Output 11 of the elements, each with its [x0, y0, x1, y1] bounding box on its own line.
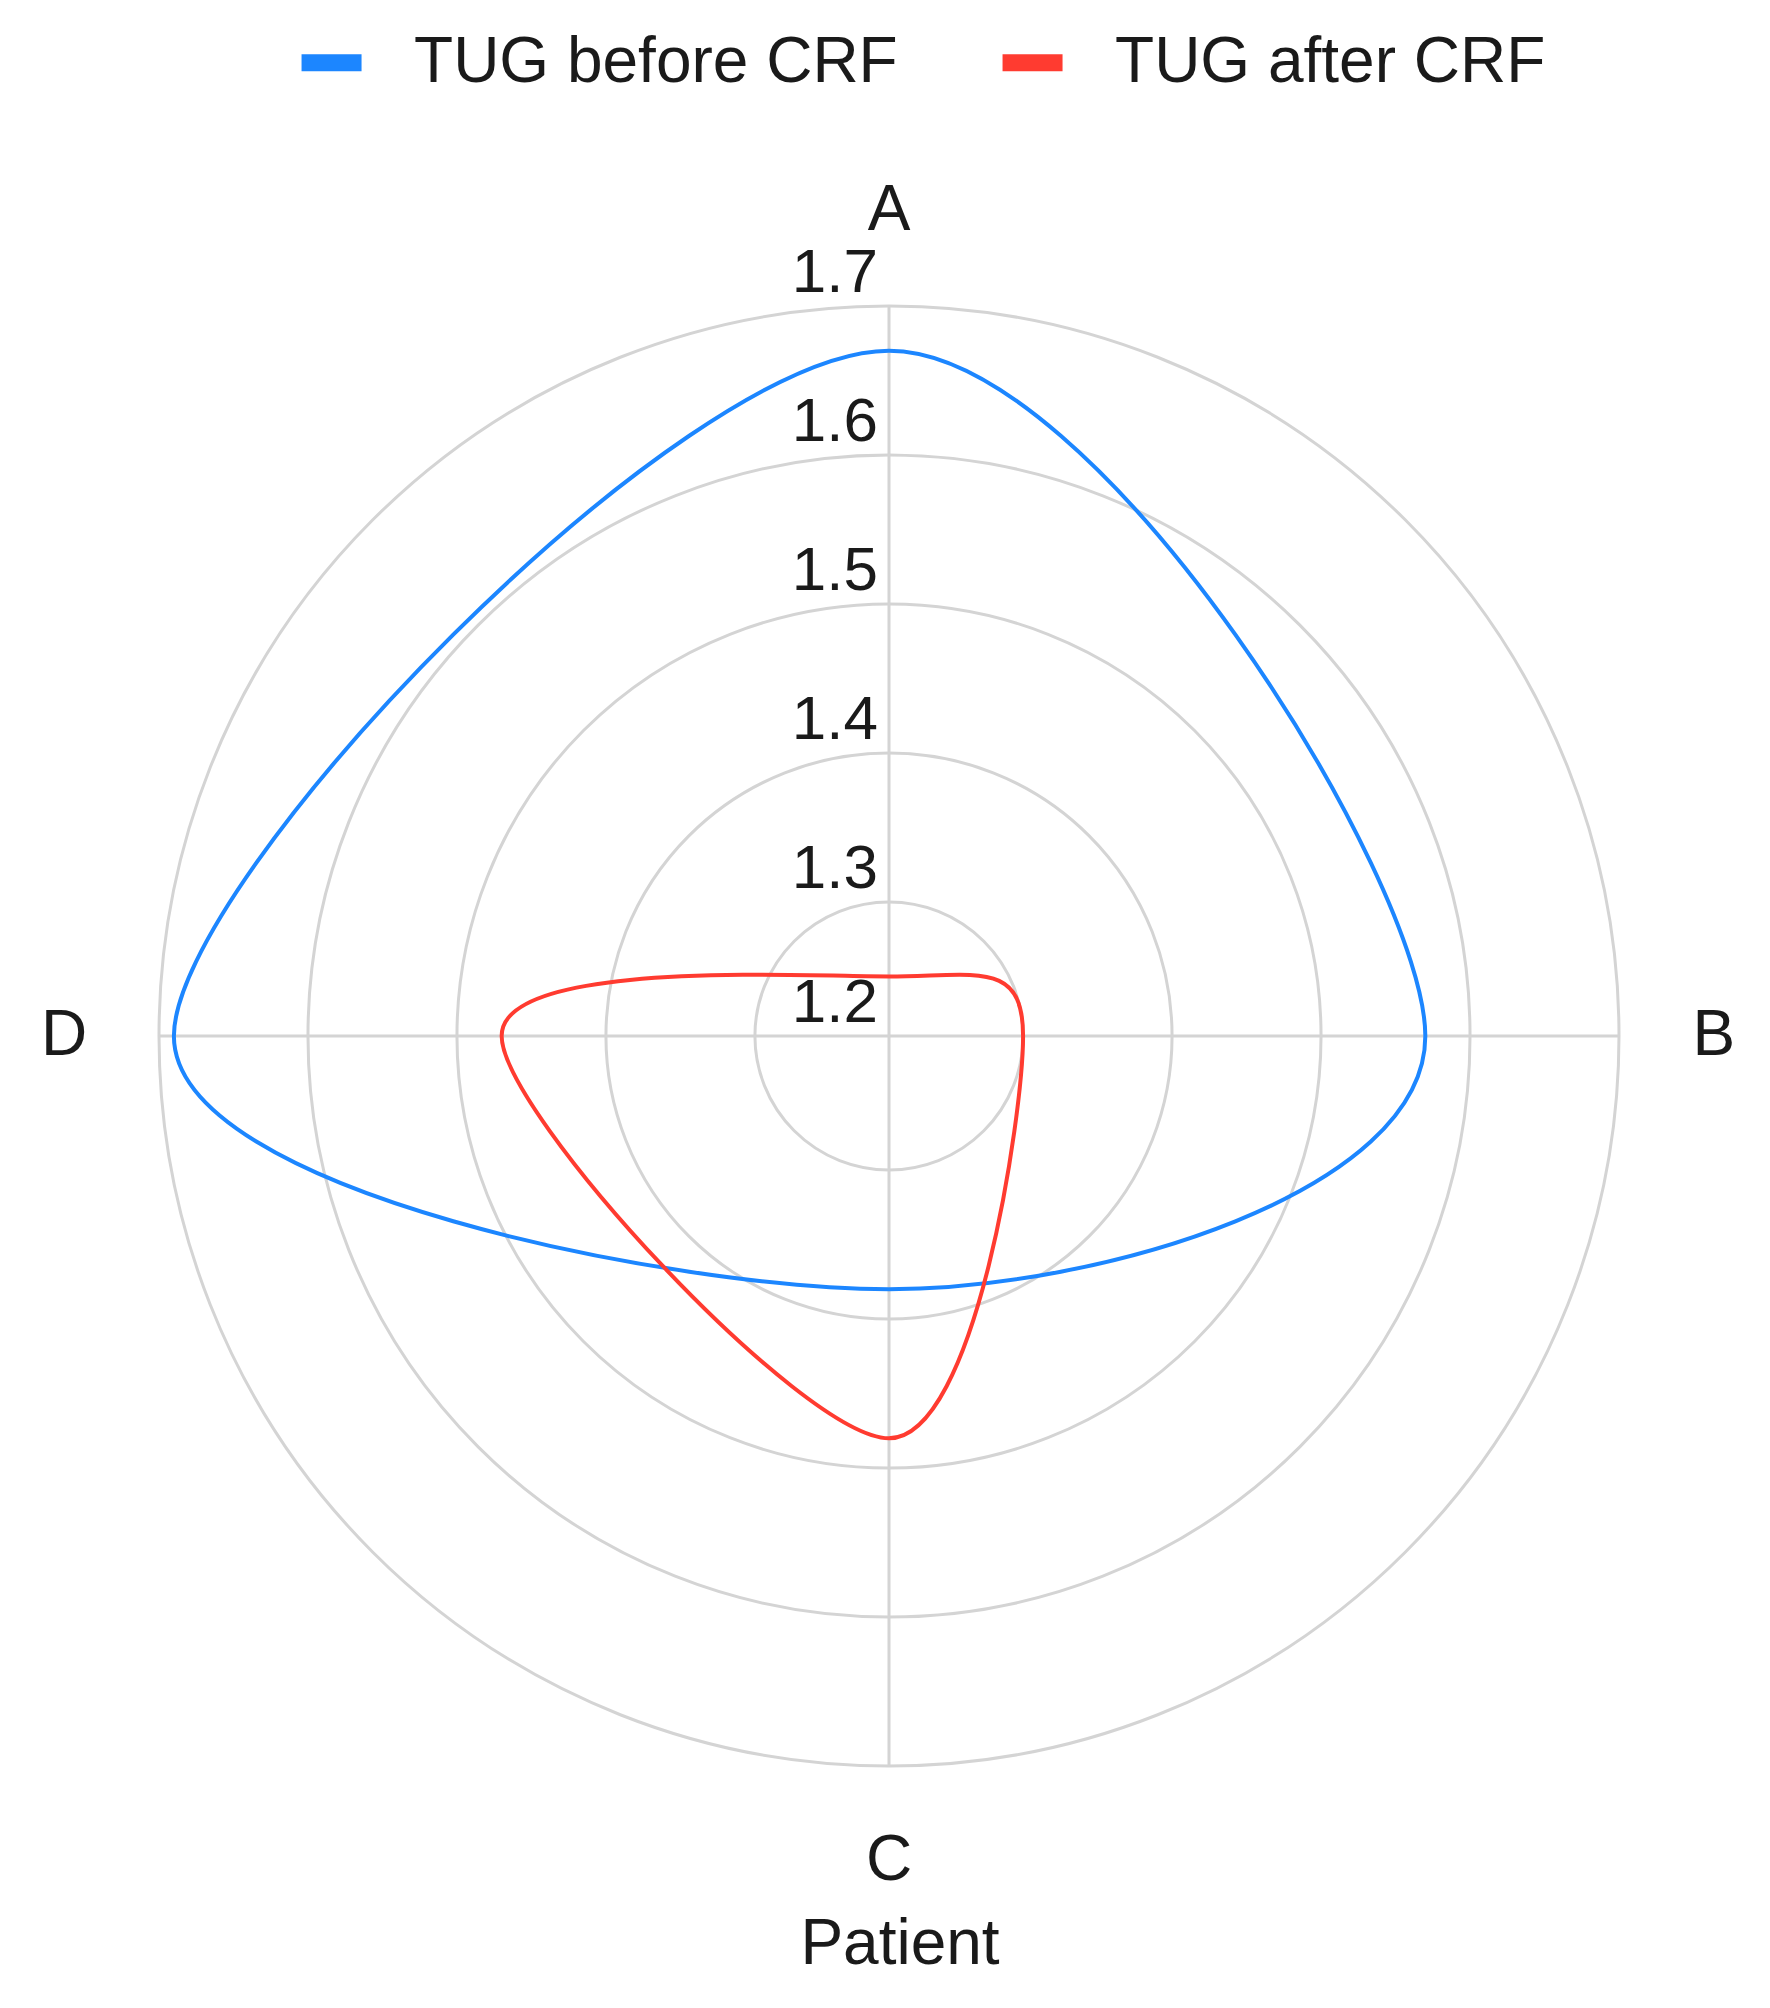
spoke-label: B [1692, 997, 1736, 1069]
y-tick-label: 1.5 [791, 533, 878, 603]
y-tick-label: 1.6 [791, 384, 878, 454]
y-tick-label: 1.4 [791, 682, 878, 752]
y-tick-label: 1.3 [791, 831, 878, 901]
text: Patient [800, 1905, 1000, 1978]
y-tick-label: 1.2 [791, 966, 878, 1035]
spoke-label: D [40, 997, 88, 1069]
spoke-label: C [865, 1821, 913, 1894]
legend-label: TUG after CRF [1115, 23, 1546, 96]
legend-label: TUG before CRF [414, 23, 898, 96]
